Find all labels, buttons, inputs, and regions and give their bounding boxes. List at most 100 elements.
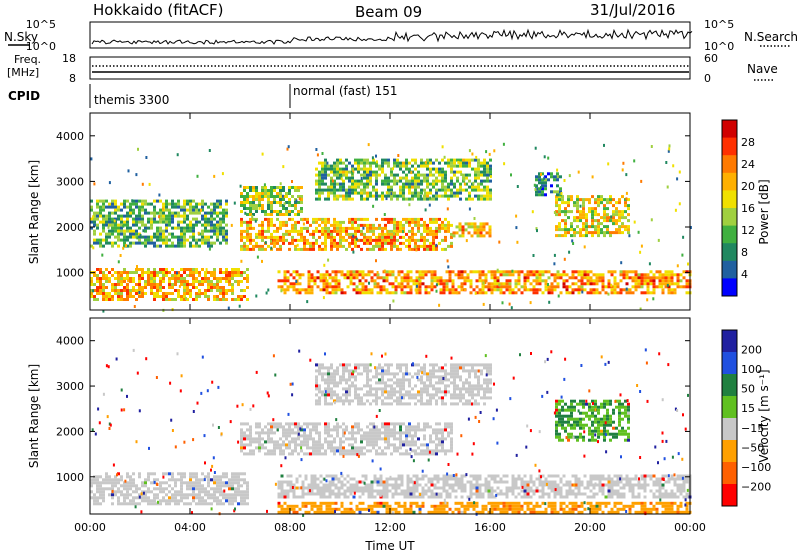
range-gate-cell bbox=[649, 276, 653, 280]
range-gate-cell bbox=[667, 279, 671, 283]
range-gate-cell bbox=[610, 480, 614, 484]
range-gate-cell bbox=[108, 241, 111, 245]
range-gate-cell bbox=[604, 285, 608, 289]
range-gate-cell bbox=[327, 440, 330, 444]
range-gate-cell bbox=[102, 220, 105, 224]
range-gate-cell bbox=[306, 238, 309, 242]
range-gate-cell bbox=[288, 204, 291, 207]
range-gate-cell bbox=[426, 223, 429, 227]
range-gate-cell bbox=[417, 244, 420, 248]
range-gate-cell bbox=[643, 480, 647, 484]
range-gate-cell bbox=[408, 197, 411, 201]
range-gate-cell bbox=[286, 279, 290, 283]
range-gate-cell bbox=[252, 198, 255, 201]
range-gate-cell bbox=[558, 213, 561, 217]
range-gate-cell bbox=[558, 234, 561, 238]
range-gate-cell bbox=[111, 502, 114, 506]
range-gate-cell bbox=[132, 235, 135, 239]
range-gate-cell bbox=[243, 220, 246, 224]
range-gate-cell bbox=[370, 492, 374, 496]
range-gate-cell bbox=[168, 271, 171, 274]
range-gate-cell bbox=[298, 486, 302, 490]
range-gate-cell bbox=[336, 223, 339, 227]
range-gate-cell bbox=[210, 478, 213, 482]
range-gate-cell bbox=[475, 492, 479, 496]
range-gate-cell bbox=[375, 241, 378, 245]
range-gate-cell bbox=[174, 214, 177, 218]
range-gate-cell bbox=[387, 422, 390, 426]
range-gate-cell bbox=[180, 229, 183, 233]
range-gate-cell bbox=[595, 483, 599, 487]
range-gate-cell bbox=[532, 288, 536, 292]
range-gate-cell bbox=[565, 273, 569, 277]
range-gate-cell bbox=[159, 289, 162, 292]
range-gate-cell bbox=[126, 277, 129, 280]
range-gate-cell bbox=[198, 478, 201, 482]
range-gate-cell bbox=[342, 428, 345, 432]
range-gate-cell bbox=[399, 431, 402, 435]
range-gate-cell bbox=[390, 238, 393, 242]
range-gate-cell bbox=[541, 495, 545, 499]
range-gate-cell bbox=[280, 289, 283, 293]
range-gate-cell bbox=[481, 288, 485, 292]
range-gate-cell bbox=[420, 244, 423, 248]
range-gate-cell bbox=[375, 160, 378, 164]
range-gate-cell bbox=[458, 228, 462, 232]
range-gate-cell bbox=[90, 496, 93, 500]
range-gate-cell bbox=[141, 286, 144, 289]
range-gate-cell bbox=[96, 277, 99, 280]
range-gate-cell bbox=[390, 428, 393, 432]
range-gate-cell bbox=[306, 247, 309, 251]
range-gate-cell bbox=[385, 273, 389, 277]
range-gate-cell bbox=[216, 478, 219, 482]
range-gate-cell bbox=[123, 277, 126, 280]
range-gate-cell bbox=[195, 472, 198, 476]
range-gate-cell bbox=[390, 241, 393, 245]
range-gate-cell bbox=[108, 280, 111, 283]
range-gate-cell bbox=[132, 286, 135, 289]
range-gate-cell bbox=[165, 238, 168, 242]
range-gate-cell bbox=[405, 428, 408, 432]
range-gate-cell bbox=[616, 492, 620, 496]
range-gate-cell bbox=[297, 213, 300, 216]
range-gate-cell bbox=[219, 475, 222, 479]
cpid-mode-1: themis 3300 bbox=[94, 93, 169, 107]
range-gate-cell bbox=[468, 194, 471, 198]
range-gate-cell bbox=[520, 483, 524, 487]
range-gate-cell bbox=[442, 489, 446, 493]
range-gate-cell bbox=[285, 207, 288, 210]
range-gate-cell bbox=[345, 170, 348, 174]
range-gate-cell bbox=[556, 168, 559, 172]
range-gate-cell bbox=[573, 219, 576, 223]
range-gate-cell bbox=[479, 222, 483, 226]
range-gate-cell bbox=[477, 167, 480, 171]
range-gate-cell bbox=[267, 198, 270, 201]
range-gate-cell bbox=[165, 244, 168, 248]
range-gate-cell bbox=[476, 228, 480, 232]
range-gate-cell bbox=[582, 225, 585, 229]
range-gate-cell bbox=[601, 279, 605, 283]
range-gate-cell bbox=[375, 238, 378, 242]
range-gate-cell bbox=[93, 214, 96, 218]
range-gate-cell bbox=[370, 483, 374, 487]
range-gate-cell bbox=[354, 182, 357, 186]
range-gate-cell bbox=[276, 235, 279, 239]
range-gate-cell bbox=[556, 276, 560, 280]
range-gate-cell bbox=[363, 161, 366, 165]
range-gate-cell bbox=[339, 229, 342, 233]
range-gate-cell bbox=[156, 271, 159, 274]
range-gate-cell bbox=[627, 204, 630, 208]
range-gate-cell bbox=[333, 191, 336, 195]
range-gate-cell bbox=[526, 480, 530, 484]
range-gate-cell bbox=[198, 496, 201, 500]
range-gate-cell bbox=[573, 234, 576, 238]
range-gate-cell bbox=[192, 475, 195, 479]
range-gate-cell bbox=[372, 226, 375, 230]
range-gate-cell bbox=[285, 192, 288, 195]
range-gate-cell bbox=[534, 146, 537, 150]
range-gate-cell bbox=[387, 434, 390, 438]
range-gate-cell bbox=[162, 472, 165, 476]
range-gate-cell bbox=[333, 167, 336, 171]
range-gate-cell bbox=[133, 305, 136, 308]
range-gate-cell bbox=[334, 495, 338, 499]
